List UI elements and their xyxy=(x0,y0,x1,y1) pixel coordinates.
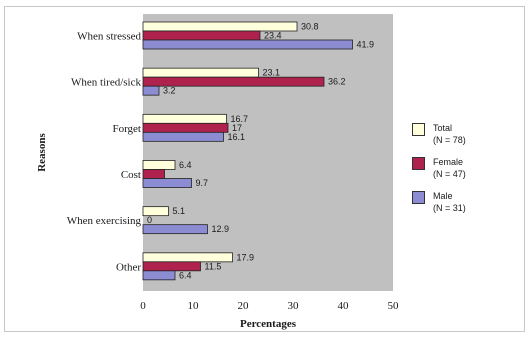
data-label-forget-total: 16.7 xyxy=(231,114,249,124)
data-label-when-stressed-female: 23.4 xyxy=(264,31,282,41)
bar-cost-female xyxy=(142,169,165,179)
data-label-when-exercising-male: 12.9 xyxy=(212,224,230,234)
plot-area xyxy=(143,14,393,291)
bar-when-exercising-total xyxy=(142,206,169,217)
x-tick-label-10: 10 xyxy=(188,300,200,312)
bar-when-stressed-male xyxy=(142,39,353,50)
category-label-when-exercising: When exercising xyxy=(67,215,142,227)
x-tick-label-0: 0 xyxy=(140,300,146,312)
data-label-other-total: 17.9 xyxy=(237,252,255,262)
bar-other-male xyxy=(142,270,176,281)
data-label-when-exercising-female: 0 xyxy=(147,215,152,225)
x-axis-title: Percentages xyxy=(240,318,297,330)
data-label-cost-male: 9.7 xyxy=(196,178,209,188)
legend-item-female: Female (N = 47) xyxy=(412,156,522,180)
legend: Total (N = 78) Female (N = 47) Male (N =… xyxy=(412,122,522,224)
data-label-other-male: 6.4 xyxy=(179,270,192,280)
data-label-when-tired-sick-total: 23.1 xyxy=(263,68,281,78)
bar-forget-male xyxy=(142,131,224,142)
category-label-other: Other xyxy=(116,261,141,273)
chart-frame: 30.8 23.4 41.9 23.1 36.2 3.2 16.7 17 16.1 6.4 9.7 5… xyxy=(4,6,525,332)
data-label-cost-total: 6.4 xyxy=(179,160,192,170)
legend-label-male: Male xyxy=(433,191,453,201)
category-label-when-stressed: When stressed xyxy=(77,31,141,43)
legend-swatch-female xyxy=(412,157,425,170)
bar-when-tired-sick-male xyxy=(142,85,160,96)
bar-cost-male xyxy=(142,178,192,188)
y-axis-title: Reasons xyxy=(36,133,48,172)
data-label-when-stressed-total: 30.8 xyxy=(301,22,319,32)
x-tick-label-50: 50 xyxy=(388,300,400,312)
x-tick-label-20: 20 xyxy=(238,300,250,312)
data-label-when-stressed-male: 41.9 xyxy=(357,40,375,50)
data-label-other-female: 11.5 xyxy=(205,261,222,271)
category-label-when-tired-sick: When tired/sick xyxy=(71,77,141,89)
category-label-forget: Forget xyxy=(112,123,141,135)
data-label-when-tired-sick-male: 3.2 xyxy=(163,86,176,96)
legend-n-male: (N = 31) xyxy=(433,203,466,213)
data-label-when-exercising-total: 5.1 xyxy=(173,206,186,216)
legend-item-total: Total (N = 78) xyxy=(412,122,522,146)
legend-label-female: Female xyxy=(433,157,464,167)
legend-swatch-total xyxy=(412,123,425,136)
bar-other-female xyxy=(142,261,201,272)
bar-when-tired-sick-female xyxy=(142,76,325,87)
data-label-forget-male: 16.1 xyxy=(228,132,246,142)
legend-item-male: Male (N = 31) xyxy=(412,190,522,214)
bar-forget-total xyxy=(142,113,227,124)
data-label-forget-female: 17 xyxy=(232,123,242,133)
bar-when-exercising-male xyxy=(142,224,208,235)
bar-when-tired-sick-total xyxy=(142,67,259,78)
x-tick-label-30: 30 xyxy=(288,300,300,312)
legend-n-female: (N = 47) xyxy=(433,169,466,179)
data-label-when-tired-sick-female: 36.2 xyxy=(328,77,346,87)
category-label-cost: Cost xyxy=(121,169,141,181)
legend-label-total: Total xyxy=(433,123,453,133)
legend-n-total: (N = 78) xyxy=(433,135,466,145)
bar-forget-female xyxy=(142,122,229,133)
bar-when-stressed-female xyxy=(142,30,261,41)
legend-swatch-male xyxy=(412,191,425,204)
x-tick-label-40: 40 xyxy=(338,300,350,312)
bar-cost-total xyxy=(142,160,176,170)
